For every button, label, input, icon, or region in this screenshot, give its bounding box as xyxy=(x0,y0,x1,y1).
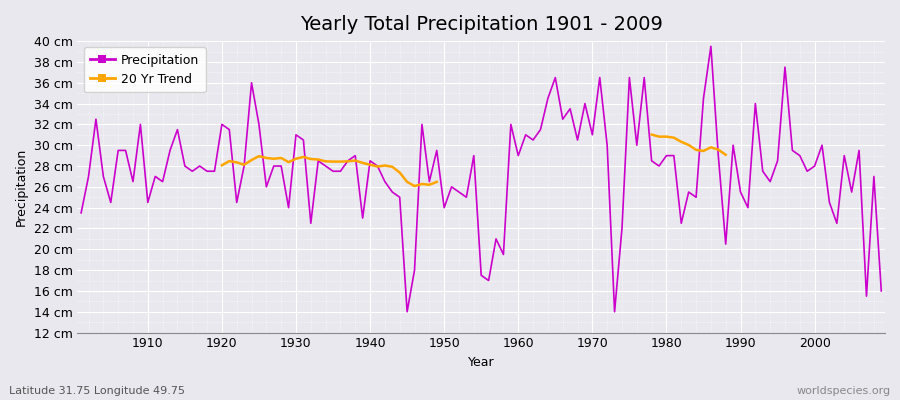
Legend: Precipitation, 20 Yr Trend: Precipitation, 20 Yr Trend xyxy=(84,47,206,92)
Title: Yearly Total Precipitation 1901 - 2009: Yearly Total Precipitation 1901 - 2009 xyxy=(300,15,662,34)
Text: worldspecies.org: worldspecies.org xyxy=(796,386,891,396)
Text: Latitude 31.75 Longitude 49.75: Latitude 31.75 Longitude 49.75 xyxy=(9,386,185,396)
Y-axis label: Precipitation: Precipitation xyxy=(15,148,28,226)
X-axis label: Year: Year xyxy=(468,356,494,369)
